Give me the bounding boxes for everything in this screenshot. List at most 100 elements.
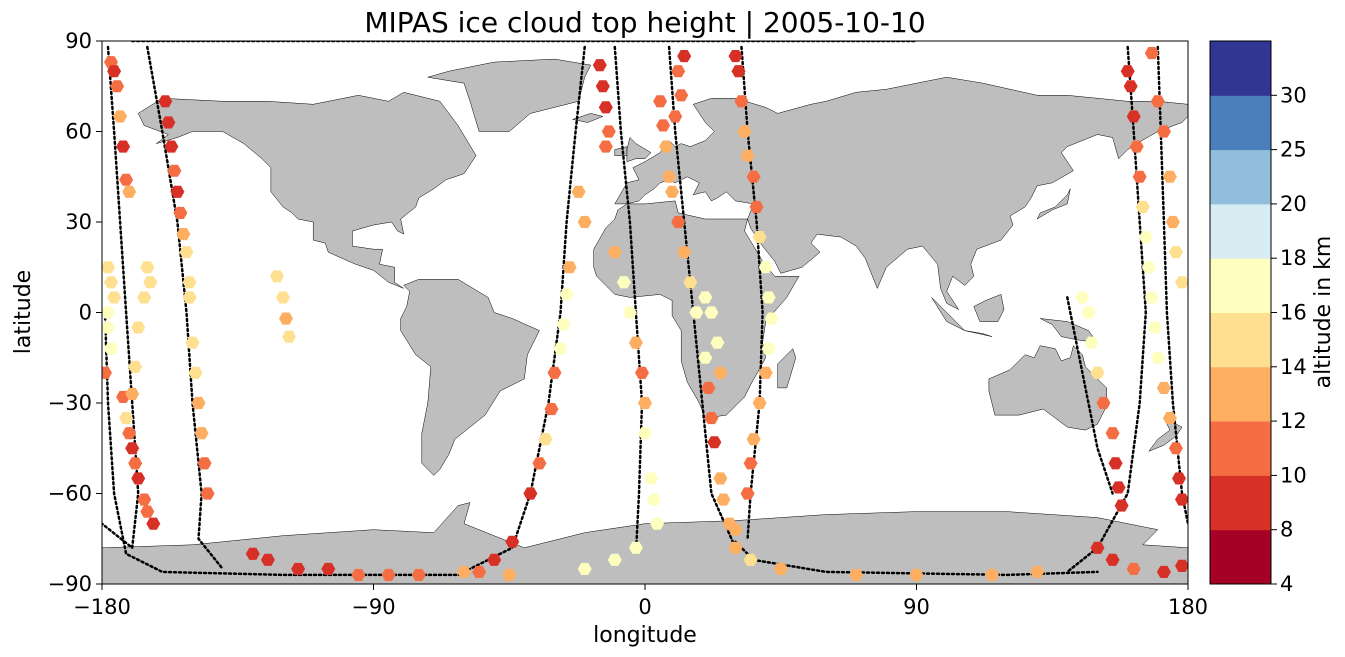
y-axis-ticks: −90 −60 −30 0 30 60 90 bbox=[48, 29, 102, 596]
land-polygon-11 bbox=[1036, 188, 1071, 220]
cloud-point-140 bbox=[1081, 306, 1096, 319]
land-polygon-2 bbox=[400, 279, 540, 476]
cloud-point-121 bbox=[752, 231, 767, 244]
cloud-point-91 bbox=[656, 119, 671, 132]
cloud-point-80 bbox=[628, 336, 643, 349]
cloud-point-165 bbox=[1150, 95, 1165, 108]
cloud-point-110 bbox=[698, 291, 713, 304]
colorbar-tick-label-5: 16 bbox=[1280, 301, 1307, 325]
cloud-point-175 bbox=[1175, 559, 1188, 572]
cloud-point-101 bbox=[704, 412, 719, 425]
chart-title: MIPAS ice cloud top height | 2005-10-10 bbox=[364, 6, 925, 39]
cloud-point-54 bbox=[381, 568, 396, 581]
cloud-point-174 bbox=[1156, 565, 1171, 578]
cloud-point-129 bbox=[743, 457, 758, 470]
cloud-point-39 bbox=[185, 336, 200, 349]
land-polygon-1 bbox=[427, 58, 592, 132]
cloud-point-90 bbox=[653, 95, 668, 108]
cloud-point-103 bbox=[713, 472, 728, 485]
cloud-point-62 bbox=[553, 342, 568, 355]
cloud-point-125 bbox=[761, 342, 776, 355]
cloud-point-72 bbox=[598, 140, 613, 153]
cloud-point-43 bbox=[197, 457, 212, 470]
colorbar-tick-label-1: 8 bbox=[1280, 518, 1293, 542]
cloud-point-96 bbox=[677, 246, 692, 259]
cloud-point-44 bbox=[200, 487, 215, 500]
colorbar-tick-label-0: 4 bbox=[1280, 572, 1293, 596]
cloud-point-76 bbox=[502, 568, 517, 581]
cloud-point-116 bbox=[734, 95, 749, 108]
cloud-point-156 bbox=[1144, 291, 1159, 304]
cloud-point-53 bbox=[351, 568, 366, 581]
cloud-point-81 bbox=[635, 366, 649, 379]
cloud-point-98 bbox=[689, 306, 704, 319]
cloud-point-144 bbox=[1105, 427, 1120, 440]
cloud-point-150 bbox=[1126, 110, 1141, 123]
colorbar-segment-1 bbox=[1210, 475, 1271, 531]
x-tick-label-3: 90 bbox=[903, 595, 930, 619]
cloud-point-115 bbox=[731, 65, 746, 78]
y-tick-label-2: −30 bbox=[48, 391, 92, 415]
colorbar-tick-label-9: 30 bbox=[1280, 83, 1307, 107]
colorbar-segment-0 bbox=[1210, 529, 1271, 585]
cloud-point-154 bbox=[1138, 231, 1153, 244]
cloud-point-170 bbox=[1175, 276, 1188, 289]
cloud-point-58 bbox=[532, 457, 547, 470]
land-polygon-9 bbox=[964, 330, 992, 337]
cloud-point-142 bbox=[1090, 366, 1105, 379]
cloud-point-37 bbox=[182, 276, 197, 289]
colorbar-segment-3 bbox=[1210, 366, 1271, 422]
x-tick-label-0: −180 bbox=[73, 595, 131, 619]
cloud-point-95 bbox=[671, 215, 686, 229]
cloud-point-28 bbox=[119, 412, 134, 425]
land-polygon-13 bbox=[571, 113, 604, 123]
cloud-point-155 bbox=[1141, 261, 1156, 274]
cloud-point-64 bbox=[559, 288, 574, 301]
colorbar-ticks: 4 8 10 12 14 16 18 20 25 30 bbox=[1271, 83, 1307, 596]
cloud-point-172 bbox=[1105, 553, 1120, 566]
cloud-point-61 bbox=[547, 366, 562, 379]
cloud-point-151 bbox=[1129, 140, 1144, 153]
y-tick-label-3: 0 bbox=[79, 301, 92, 325]
cloud-point-49 bbox=[245, 547, 260, 560]
orbit-track-0 bbox=[102, 45, 140, 551]
cloud-point-153 bbox=[1135, 200, 1150, 213]
cloud-point-124 bbox=[764, 312, 779, 325]
cloud-point-21 bbox=[146, 517, 161, 530]
cloud-point-94 bbox=[665, 185, 680, 198]
cloud-point-166 bbox=[1156, 125, 1171, 138]
cloud-point-77 bbox=[607, 246, 622, 259]
cloud-point-19 bbox=[137, 493, 152, 506]
cloud-point-160 bbox=[1162, 412, 1177, 425]
cloud-point-122 bbox=[758, 261, 773, 274]
cloud-point-9 bbox=[107, 291, 122, 304]
cloud-point-63 bbox=[556, 318, 571, 331]
cloud-point-3 bbox=[113, 110, 128, 123]
cloud-point-45 bbox=[270, 270, 284, 283]
cloud-point-40 bbox=[188, 366, 203, 379]
y-tick-label-0: −90 bbox=[48, 572, 92, 596]
cloud-point-33 bbox=[170, 185, 185, 198]
cloud-point-118 bbox=[740, 149, 755, 162]
cloud-point-159 bbox=[1156, 381, 1171, 394]
cloud-point-107 bbox=[671, 65, 686, 78]
cloud-point-55 bbox=[411, 568, 426, 581]
cloud-point-169 bbox=[1168, 246, 1183, 259]
land-polygon-15 bbox=[1148, 417, 1183, 452]
cloud-point-139 bbox=[1075, 291, 1090, 304]
cloud-point-8 bbox=[104, 276, 118, 289]
cloud-point-120 bbox=[749, 200, 764, 213]
cloud-point-89 bbox=[577, 562, 592, 575]
cloud-point-117 bbox=[737, 125, 752, 138]
cloud-point-12 bbox=[104, 342, 118, 355]
cloud-point-42 bbox=[194, 427, 209, 440]
cloud-point-75 bbox=[472, 565, 487, 578]
colorbar bbox=[1210, 41, 1271, 585]
cloud-point-2 bbox=[110, 80, 125, 93]
cloud-point-149 bbox=[1123, 80, 1138, 93]
cloud-point-15 bbox=[122, 427, 137, 440]
cloud-point-123 bbox=[761, 291, 776, 304]
land-polygon-16 bbox=[102, 502, 1188, 584]
x-tick-label-1: −90 bbox=[351, 595, 395, 619]
land-polygon-10 bbox=[973, 294, 1005, 322]
